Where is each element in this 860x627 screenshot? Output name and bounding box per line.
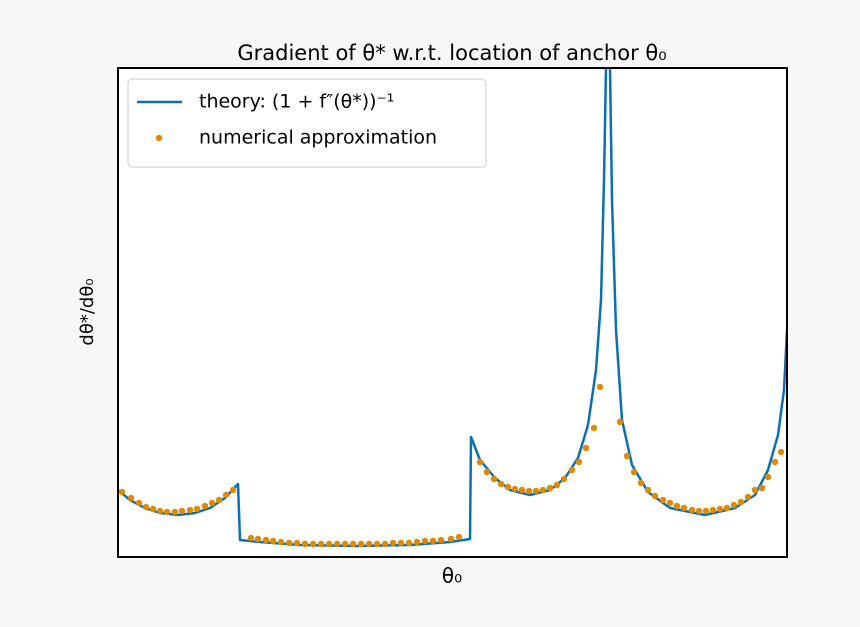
- data-point: [171, 508, 179, 516]
- legend-swatch: [155, 134, 163, 142]
- data-point: [751, 486, 759, 494]
- data-point: [730, 501, 738, 509]
- data-point: [575, 458, 583, 466]
- data-point: [688, 506, 696, 514]
- data-point: [637, 479, 645, 487]
- data-point: [317, 540, 325, 548]
- data-point: [455, 533, 463, 541]
- chart-title: Gradient of θ* w.r.t. location of anchor…: [237, 41, 666, 65]
- data-point: [511, 485, 519, 493]
- data-point: [301, 540, 309, 548]
- data-point: [269, 537, 277, 545]
- data-point: [630, 468, 638, 476]
- data-point: [764, 473, 772, 481]
- data-point: [560, 475, 568, 483]
- data-point: [222, 491, 230, 499]
- data-point: [596, 383, 604, 391]
- data-point: [277, 538, 285, 546]
- data-point: [309, 540, 317, 548]
- data-point: [341, 540, 349, 548]
- data-point: [744, 493, 752, 501]
- data-point: [429, 537, 437, 545]
- data-point: [373, 540, 381, 548]
- data-point: [546, 484, 554, 492]
- data-point: [215, 496, 223, 504]
- data-point: [389, 539, 397, 547]
- data-point: [349, 540, 357, 548]
- plot-frame: [117, 67, 788, 558]
- data-point: [673, 502, 681, 510]
- legend-label: theory: (1 + f″(θ*))⁻¹: [199, 91, 394, 113]
- legend-box: [127, 78, 487, 168]
- data-point: [208, 499, 216, 507]
- data-point: [476, 458, 484, 466]
- data-point: [590, 424, 598, 432]
- data-point: [716, 505, 724, 513]
- data-point: [447, 535, 455, 543]
- data-point: [623, 452, 631, 460]
- legend: theory: (1 + f″(θ*))⁻¹ numerical approxim…: [127, 78, 487, 168]
- data-point: [285, 539, 293, 547]
- data-point: [644, 486, 652, 494]
- data-point: [490, 475, 498, 483]
- data-point: [680, 504, 688, 512]
- data-point: [582, 444, 590, 452]
- data-point: [381, 540, 389, 548]
- data-point: [357, 540, 365, 548]
- data-point: [758, 484, 766, 492]
- data-point: [247, 534, 255, 542]
- data-point: [333, 540, 341, 548]
- data-point: [723, 504, 731, 512]
- data-point: [262, 536, 270, 544]
- data-point: [163, 508, 171, 516]
- data-point: [118, 488, 126, 496]
- data-point: [193, 505, 201, 513]
- data-point: [156, 507, 164, 515]
- plot-marks: [118, 68, 787, 548]
- legend-label: numerical approximation: [199, 127, 437, 149]
- data-point: [293, 539, 301, 547]
- data-point: [397, 539, 405, 547]
- data-point: [771, 458, 779, 466]
- data-point: [504, 483, 512, 491]
- data-point: [437, 536, 445, 544]
- data-point: [695, 507, 703, 515]
- data-point: [149, 505, 157, 513]
- data-point: [659, 496, 667, 504]
- data-point: [553, 481, 561, 489]
- data-point: [666, 499, 674, 507]
- data-point: [651, 492, 659, 500]
- data-point: [178, 507, 186, 515]
- data-point: [127, 494, 135, 502]
- data-point: [737, 498, 745, 506]
- data-point: [539, 486, 547, 494]
- data-point: [777, 448, 785, 456]
- data-point: [497, 480, 505, 488]
- data-point: [568, 466, 576, 474]
- data-point: [532, 487, 540, 495]
- data-point: [413, 538, 421, 546]
- data-point: [142, 503, 150, 511]
- x-axis-label: θ₀: [442, 564, 462, 588]
- data-point: [201, 502, 209, 510]
- data-point: [365, 540, 373, 548]
- data-point: [525, 487, 533, 495]
- data-point: [135, 499, 143, 507]
- data-point: [405, 539, 413, 547]
- data-point: [254, 535, 262, 543]
- data-point: [518, 486, 526, 494]
- data-point: [616, 418, 624, 426]
- data-point: [229, 486, 237, 494]
- data-point: [325, 540, 333, 548]
- data-point: [702, 507, 710, 515]
- data-point: [421, 537, 429, 545]
- data-point: [483, 468, 491, 476]
- data-point: [186, 506, 194, 514]
- y-axis-label: dθ*/dθ₀: [77, 278, 98, 345]
- data-point: [709, 506, 717, 514]
